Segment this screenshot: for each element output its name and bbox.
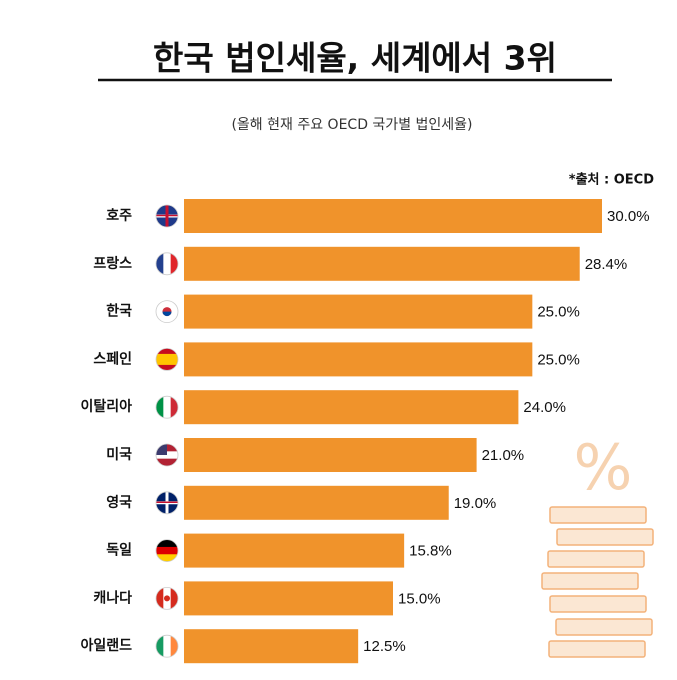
- bar: [184, 390, 519, 425]
- flag-stripe: [170, 252, 178, 275]
- bar: [184, 581, 393, 616]
- coin: [555, 618, 653, 636]
- category-label: 독일: [106, 543, 132, 559]
- flag-border: [155, 443, 179, 467]
- bar: [184, 342, 533, 377]
- bar: [184, 533, 405, 568]
- value-label: 24.0%: [523, 399, 566, 416]
- value-label: 25.0%: [537, 351, 580, 368]
- decoration: %: [541, 431, 654, 658]
- flag-stripe: [163, 635, 172, 658]
- flag: [156, 300, 178, 323]
- coin: [556, 528, 654, 546]
- flag: [156, 205, 178, 227]
- value-label: 19.0%: [454, 495, 497, 512]
- bar: [184, 246, 580, 281]
- category-label: 한국: [106, 304, 132, 320]
- flag-stripe: [170, 635, 178, 658]
- category-label: 영국: [106, 494, 132, 511]
- flag-border: [155, 634, 179, 658]
- category-label: 프랑스: [93, 256, 132, 272]
- value-label: 28.4%: [585, 256, 628, 273]
- flag-stripe: [156, 587, 164, 610]
- value-label: 12.5%: [363, 638, 406, 655]
- source: *출처 : OECD: [569, 172, 654, 188]
- flag-stripe: [156, 554, 178, 562]
- flag-stripe: [156, 252, 164, 275]
- bar: [184, 294, 533, 329]
- flag-stripe: [156, 635, 164, 658]
- coin: [541, 572, 639, 590]
- bar: [184, 199, 602, 233]
- category-label: 호주: [106, 208, 132, 224]
- flag-border: [155, 395, 179, 419]
- flag: [156, 252, 178, 275]
- value-label: 21.0%: [482, 447, 525, 464]
- coin: [548, 640, 646, 658]
- flag: [156, 348, 178, 371]
- flag-border: [155, 252, 179, 276]
- flag: [156, 587, 178, 610]
- flag-leaf: [164, 595, 170, 602]
- flag-stripe: [170, 396, 178, 419]
- flag-emblem: [162, 311, 172, 317]
- flag-stripe: [170, 587, 178, 610]
- value-label: 15.8%: [409, 543, 452, 560]
- chart-subtitle: (올해 현재 주요 OECD 국가별 법인세율): [231, 117, 472, 133]
- flag: [156, 491, 178, 514]
- flag-stripe: [156, 300, 178, 309]
- category-label: 이탈리아: [80, 398, 132, 415]
- flag-stripe: [156, 348, 178, 355]
- flag-border: [155, 587, 179, 610]
- category-label: 미국: [106, 447, 132, 463]
- chart-title: 한국 법인세율, 세계에서 3위: [153, 39, 557, 78]
- percent-icon: %: [574, 431, 633, 504]
- bar: [184, 629, 359, 664]
- category-label: 캐나다: [93, 590, 132, 606]
- flag-stripe: [156, 458, 178, 466]
- coin: [549, 595, 647, 613]
- coin: [547, 550, 645, 568]
- flag-stripe: [156, 539, 178, 548]
- value-label: 30.0%: [607, 208, 650, 225]
- flag-stripe: [156, 546, 178, 555]
- flag-stripe: [156, 315, 178, 323]
- flag-border: [155, 539, 179, 562]
- flag-border: [155, 300, 179, 324]
- value-label: 25.0%: [537, 304, 580, 321]
- flag-canton: [156, 444, 167, 455]
- coin: [549, 506, 647, 524]
- bar: [184, 485, 449, 520]
- category-label: 스페인: [93, 350, 132, 367]
- flag-stripe: [156, 451, 178, 460]
- flag-stripe: [156, 353, 178, 366]
- flag-border: [155, 204, 179, 228]
- flag: [156, 444, 178, 466]
- flag-stripe: [156, 364, 178, 371]
- flag-border: [155, 347, 179, 371]
- flag-border: [155, 491, 179, 515]
- category-label: 아일랜드: [80, 637, 132, 654]
- flag: [156, 539, 178, 562]
- flag-stripe: [163, 396, 172, 419]
- flag: [156, 396, 178, 419]
- flag: [156, 635, 178, 658]
- flag-stripe: [156, 396, 164, 419]
- flag-stripe: [163, 252, 172, 275]
- bar: [184, 438, 477, 472]
- value-label: 15.0%: [398, 590, 441, 607]
